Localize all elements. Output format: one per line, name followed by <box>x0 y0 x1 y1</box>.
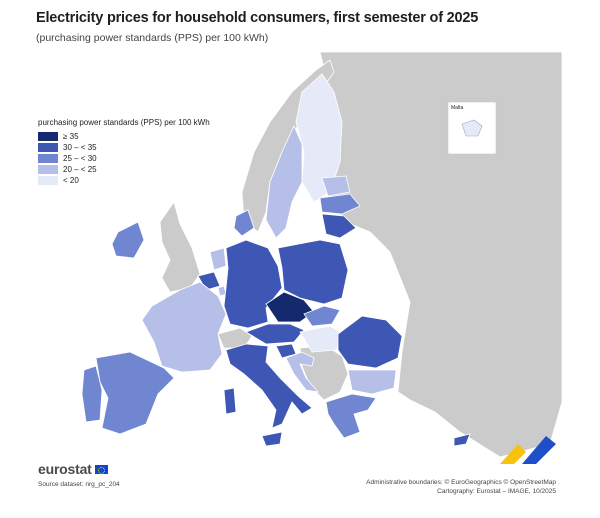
legend-label: < 20 <box>63 176 79 185</box>
source-dataset: Source dataset: nrg_pc_204 <box>38 481 120 488</box>
country-cyprus <box>453 433 471 447</box>
country-bulgaria <box>347 369 397 395</box>
legend-label: ≥ 35 <box>63 132 79 141</box>
country-sweden <box>265 125 303 239</box>
yellow-chevron-logo <box>500 444 526 464</box>
country-italy <box>225 343 313 429</box>
brand-name: eurostat <box>38 461 92 477</box>
eurostat-logo: eurostat <box>38 461 108 477</box>
country-portugal <box>81 365 103 423</box>
country-italy-sicily <box>261 431 283 447</box>
credits-cartography: Cartography: Eurostat – IMAGE, 10/2025 <box>437 488 556 495</box>
country-netherlands <box>209 247 227 271</box>
country-latvia <box>319 193 361 215</box>
country-ireland <box>111 221 145 259</box>
country-romania <box>337 315 403 369</box>
legend-row: ≥ 35 <box>38 131 210 142</box>
country-poland <box>277 239 349 305</box>
legend-row: 20 – < 25 <box>38 164 210 175</box>
country-greece <box>325 393 377 439</box>
legend-swatch <box>38 165 58 174</box>
country-estonia <box>321 175 351 197</box>
country-croatia <box>285 351 320 393</box>
legend-label: 20 – < 25 <box>63 165 97 174</box>
choropleth-map: Malta <box>30 52 562 464</box>
credits-boundaries: Administrative boundaries: © EuroGeograp… <box>366 479 556 486</box>
eu-flag-icon <box>94 464 108 474</box>
legend-swatch <box>38 132 58 141</box>
credits: Administrative boundaries: © EuroGeograp… <box>366 478 556 496</box>
legend-row: < 20 <box>38 175 210 186</box>
non-eu-switzerland <box>217 327 253 349</box>
legend-label: 30 – < 35 <box>63 143 97 152</box>
map-legend: purchasing power standards (PPS) per 100… <box>38 118 210 186</box>
map-title: Electricity prices for household consume… <box>36 10 479 26</box>
legend-swatch <box>38 154 58 163</box>
country-lithuania <box>321 213 357 239</box>
map-subtitle: (purchasing power standards (PPS) per 10… <box>36 32 269 44</box>
country-spain <box>95 351 175 435</box>
legend-row: 30 – < 35 <box>38 142 210 153</box>
legend-label: 25 – < 30 <box>63 154 97 163</box>
legend-swatch <box>38 176 58 185</box>
country-austria <box>245 323 305 345</box>
country-italy-sardinia <box>223 387 237 415</box>
legend-title: purchasing power standards (PPS) per 100… <box>38 118 210 127</box>
country-slovakia <box>303 305 341 327</box>
blue-chevron-logo <box>522 436 556 464</box>
legend-row: 25 – < 30 <box>38 153 210 164</box>
country-france <box>141 281 227 373</box>
country-malta <box>461 119 483 137</box>
malta-inset: Malta <box>447 101 497 155</box>
legend-swatch <box>38 143 58 152</box>
country-denmark <box>233 209 255 237</box>
malta-inset-label: Malta <box>451 105 463 111</box>
